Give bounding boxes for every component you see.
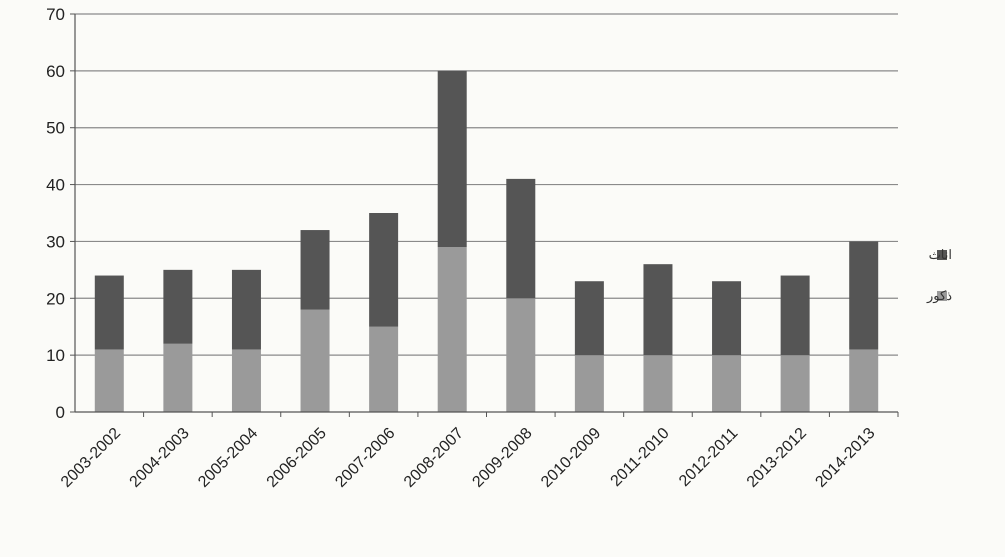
bar-segment-females [437,70,467,248]
bar-segment-females [712,281,742,356]
y-tick-label: 60 [46,62,65,81]
bar-segment-females [574,281,604,356]
bar-segment-males [437,247,467,412]
x-tick-label: 2006-2005 [264,425,330,491]
legend: اناث ذكور [926,247,952,304]
x-tick-label: 2012-2011 [676,425,741,490]
x-tick-label: 2004-2003 [127,425,193,491]
bar-segment-males [506,298,536,412]
bar-segment-males [369,326,399,412]
bars [94,70,879,412]
bar-segment-females [231,269,261,350]
x-tick-label: 2011-2010 [608,425,673,490]
bar-segment-females [369,213,399,327]
x-tick-label: 2013-2012 [744,425,810,491]
legend-swatch-females [937,250,947,260]
y-tick-label: 70 [46,5,65,24]
bar-segment-females [300,230,330,310]
y-tick-label: 40 [46,176,65,195]
bar-segment-males [643,355,673,412]
y-tick-label: 20 [46,289,65,308]
y-tick-label: 30 [46,232,65,251]
bar-segment-females [643,264,673,356]
bar-segment-males [300,309,330,412]
bar-segment-females [94,275,124,350]
bar-segment-females [506,178,536,299]
bar-segment-females [849,241,879,350]
bar-segment-males [849,349,879,412]
bar-segment-males [231,349,261,412]
legend-swatch-males [937,291,947,301]
bar-segment-females [780,275,810,356]
y-tick-label: 0 [56,403,65,422]
y-tick-label: 50 [46,119,65,138]
bar-segment-males [163,343,193,412]
x-tick-label: 2010-2009 [538,425,604,491]
legend-label-males: ذكور [926,288,952,304]
x-tick-label: 2014-2013 [812,425,878,491]
bar-segment-males [780,355,810,412]
x-axis: 2003-2002 2004-2003 2005-2004 2006-2005 2007… [58,411,899,491]
x-tick-label: 2007-2006 [332,425,398,491]
bar-segment-males [574,355,604,412]
bar-segment-males [712,355,742,412]
x-tick-label: 2005-2004 [195,425,261,491]
bar-segment-males [94,349,124,412]
x-tick-label: 2003-2002 [58,425,124,491]
bar-segment-females [163,269,193,344]
gridlines [75,13,898,356]
legend-label-females: اناث [929,247,952,262]
y-axis: 0 10 20 30 40 50 60 70 [46,5,76,422]
x-tick-label: 2008-2007 [401,425,467,491]
y-tick-label: 10 [46,346,65,365]
x-tick-label: 2009-2008 [469,425,535,491]
